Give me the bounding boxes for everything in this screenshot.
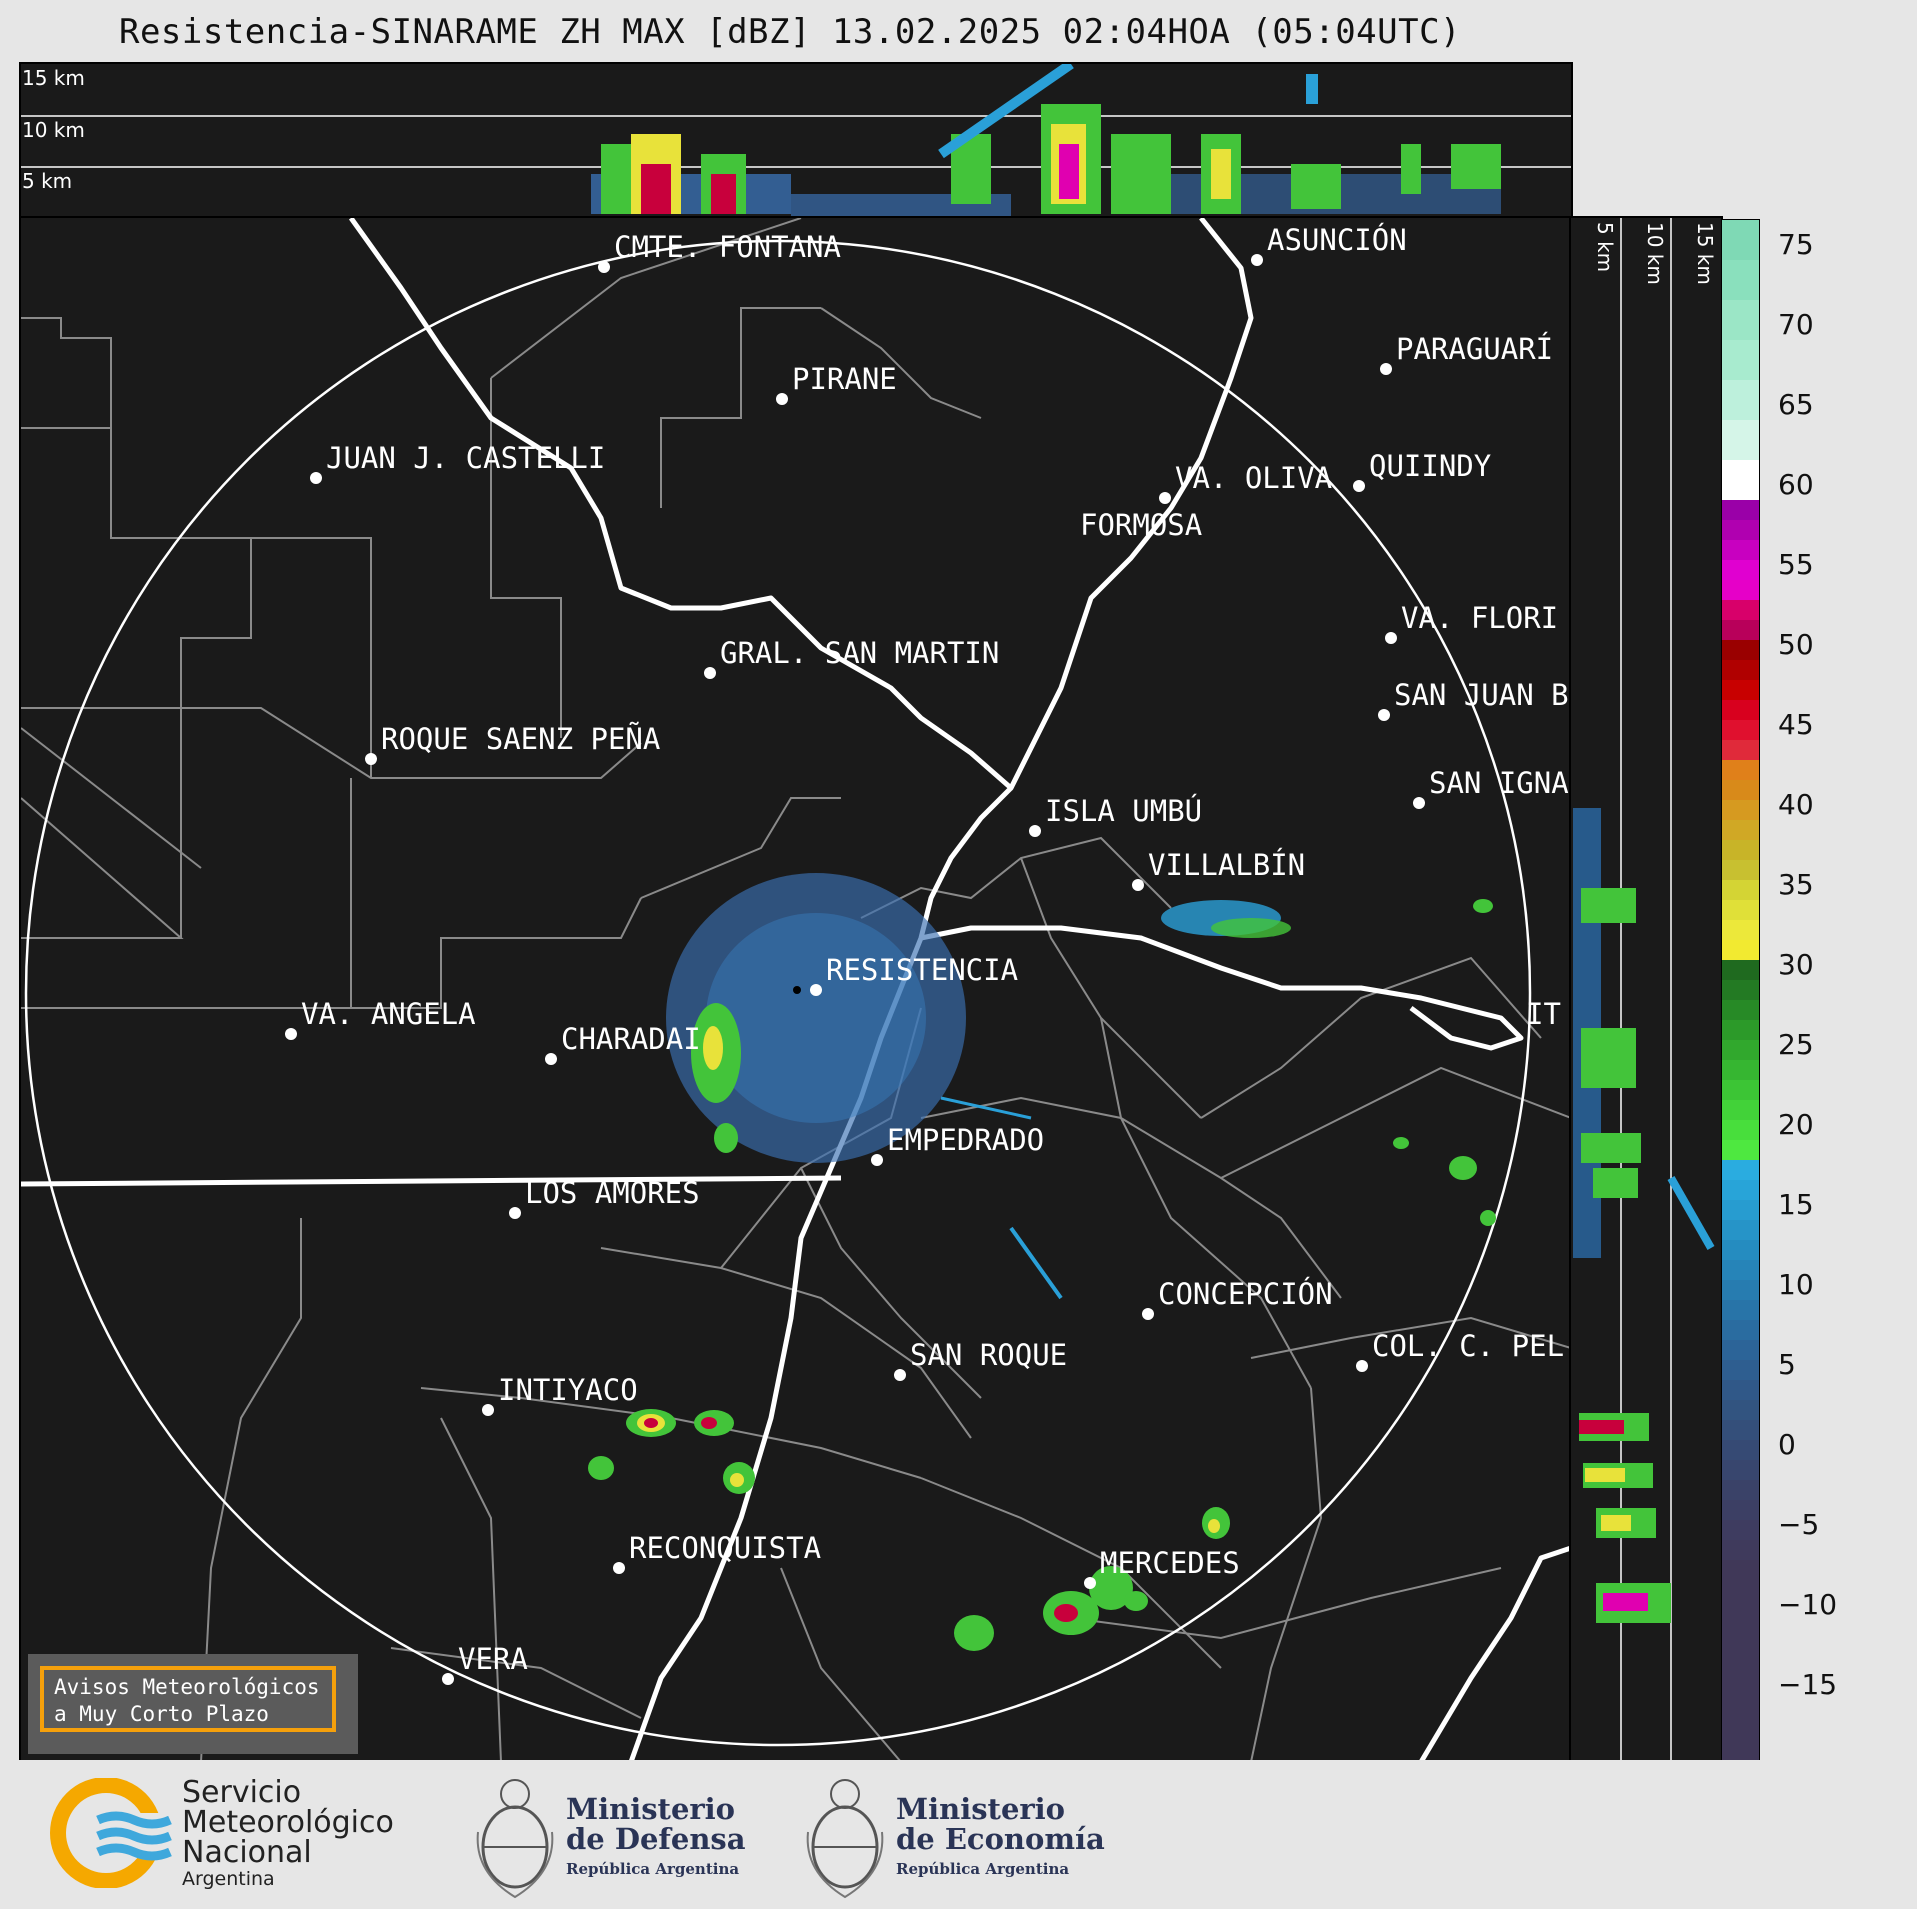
city-label: FORMOSA	[1080, 508, 1202, 542]
avisos-notice-box: Avisos Meteorológicos a Muy Corto Plazo	[28, 1654, 358, 1754]
side-strip-label-5km: 5 km	[1593, 222, 1617, 273]
side-strip-label-15km: 15 km	[1693, 222, 1717, 285]
city-label: COL. C. PEL	[1372, 1329, 1564, 1363]
avisos-notice: Avisos Meteorológicos a Muy Corto Plazo	[40, 1666, 336, 1732]
avisos-line-1: Avisos Meteorológicos	[54, 1675, 320, 1699]
city-label: VA. ANGELA	[301, 997, 476, 1031]
city-label: EMPEDRADO	[887, 1123, 1044, 1157]
side-echo-profile	[1573, 808, 1715, 1623]
side-cross-section	[1569, 216, 1723, 1764]
city-markers: CMTE. FONTANA ASUNCIÓN PARAGUARÍ PIRANE …	[285, 223, 1569, 1685]
colorbar-tick: 0	[1778, 1428, 1796, 1461]
colorbar-tick: 30	[1778, 948, 1814, 981]
economia-coat-of-arms-icon	[806, 1779, 884, 1899]
city-label: VA. OLIVA	[1175, 461, 1332, 495]
city-label: SAN IGNA	[1429, 766, 1569, 800]
economia-line-2: de Economía	[896, 1822, 1105, 1856]
top-cross-section	[19, 62, 1573, 220]
defensa-coat-of-arms-icon	[476, 1779, 554, 1899]
top-strip-label-5km: 5 km	[22, 169, 73, 193]
colorbar-tick: −5	[1778, 1508, 1820, 1541]
defensa-line-1: Ministerio	[566, 1792, 736, 1826]
radar-map-svg: CMTE. FONTANA ASUNCIÓN PARAGUARÍ PIRANE …	[21, 218, 1571, 1762]
colorbar-tick: 40	[1778, 788, 1814, 821]
smn-logo-icon	[50, 1778, 178, 1888]
side-strip-label-10km: 10 km	[1643, 222, 1667, 285]
city-label: SAN JUAN B	[1394, 678, 1569, 712]
defensa-line-2: de Defensa	[566, 1822, 746, 1856]
city-label: VERA	[458, 1642, 528, 1676]
city-label: QUIINDY	[1369, 449, 1491, 483]
smn-line-1: Servicio	[182, 1775, 302, 1810]
footer-logos: Servicio Meteorológico Nacional Argentin…	[0, 1760, 1917, 1909]
city-label: ASUNCIÓN	[1267, 223, 1407, 257]
dbz-colorbar-svg	[1722, 220, 1759, 1760]
colorbar-tick: 15	[1778, 1188, 1814, 1221]
smn-line-2: Meteorológico	[182, 1805, 394, 1840]
city-label: MERCEDES	[1100, 1546, 1240, 1580]
radar-map: CMTE. FONTANA ASUNCIÓN PARAGUARÍ PIRANE …	[19, 216, 1573, 1764]
colorbar-tick: −15	[1778, 1668, 1838, 1701]
city-label: IT	[1526, 997, 1561, 1031]
map-title: Resistencia-SINARAME ZH MAX [dBZ] 13.02.…	[118, 12, 1462, 52]
avisos-line-2: a Muy Corto Plazo	[54, 1702, 269, 1726]
colorbar-tick: 5	[1778, 1348, 1796, 1381]
economia-line-1: Ministerio	[896, 1792, 1066, 1826]
city-label: SAN ROQUE	[910, 1338, 1067, 1372]
city-label: RESISTENCIA	[826, 953, 1018, 987]
city-label: RECONQUISTA	[629, 1531, 821, 1565]
dbz-colorbar	[1721, 219, 1760, 1761]
colorbar-tick: 25	[1778, 1028, 1814, 1061]
colorbar-tick: 60	[1778, 468, 1814, 501]
smn-line-4: Argentina	[182, 1868, 275, 1890]
top-strip-label-10km: 10 km	[22, 118, 85, 142]
city-label: ROQUE SAENZ PEÑA	[381, 722, 660, 756]
radar-echoes	[588, 873, 1496, 1651]
admin-boundaries	[21, 218, 1571, 1762]
city-label: CONCEPCIÓN	[1158, 1277, 1333, 1311]
defensa-sub: República Argentina	[566, 1860, 740, 1878]
city-label: ISLA UMBÚ	[1045, 794, 1202, 828]
radar-range-ring	[24, 239, 1532, 1747]
side-cross-section-svg	[1573, 218, 1715, 1762]
colorbar-tick: 75	[1778, 228, 1814, 261]
colorbar-tick: 50	[1778, 628, 1814, 661]
city-label: CHARADAI	[561, 1022, 701, 1056]
smn-line-3: Nacional	[182, 1835, 312, 1870]
colorbar-tick: 65	[1778, 388, 1814, 421]
colorbar-tick: 10	[1778, 1268, 1814, 1301]
echo-profile	[591, 64, 1501, 216]
city-label: VA. FLORI	[1401, 601, 1558, 635]
top-cross-section-svg	[21, 64, 1571, 216]
colorbar-tick: 55	[1778, 548, 1814, 581]
colorbar-tick: −10	[1778, 1588, 1838, 1621]
city-label: INTIYACO	[498, 1373, 638, 1407]
city-label: LOS AMORES	[525, 1176, 700, 1210]
city-label: VILLALBÍN	[1148, 848, 1305, 882]
city-label: CMTE. FONTANA	[614, 230, 841, 264]
economia-sub: República Argentina	[896, 1860, 1070, 1878]
city-label: GRAL. SAN MARTIN	[720, 636, 999, 670]
colorbar-tick: 20	[1778, 1108, 1814, 1141]
city-label: JUAN J. CASTELLI	[326, 441, 605, 475]
colorbar-tick: 35	[1778, 868, 1814, 901]
city-label: PIRANE	[792, 362, 897, 396]
colorbar-tick: 70	[1778, 308, 1814, 341]
colorbar-tick: 45	[1778, 708, 1814, 741]
top-strip-label-15km: 15 km	[22, 66, 85, 90]
city-label: PARAGUARÍ	[1396, 332, 1553, 366]
